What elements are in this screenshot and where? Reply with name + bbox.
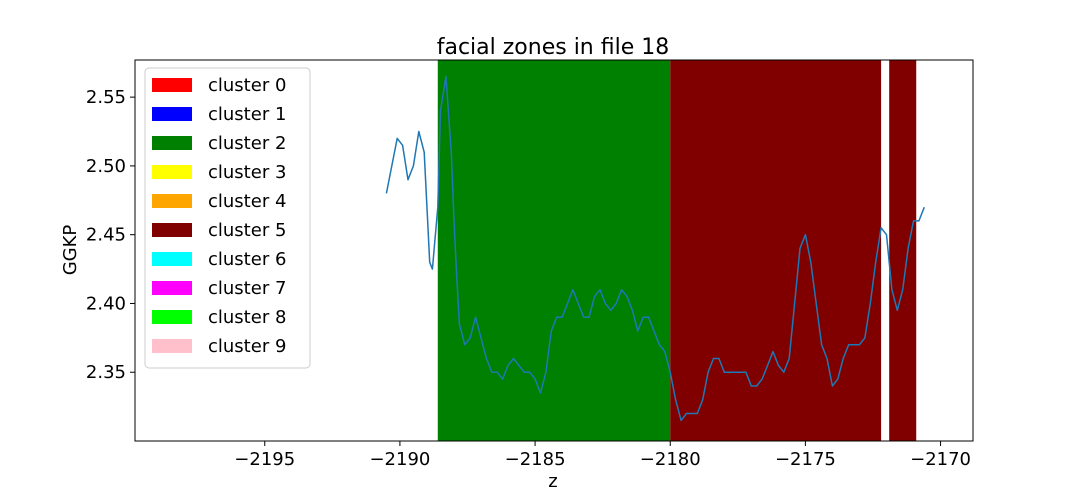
y-axis-label: GGKP — [60, 225, 81, 276]
legend-swatch-2 — [152, 136, 192, 150]
x-tick-label: −2175 — [775, 449, 836, 470]
y-tick-label: 2.45 — [86, 225, 126, 246]
legend-label-9: cluster 9 — [208, 336, 286, 357]
legend-swatch-6 — [152, 252, 192, 266]
legend-swatch-4 — [152, 194, 192, 208]
y-tick-label: 2.40 — [86, 293, 126, 314]
legend-swatch-5 — [152, 223, 192, 237]
legend-label-1: cluster 1 — [208, 104, 286, 125]
legend-label-3: cluster 3 — [208, 162, 286, 183]
legend-swatch-1 — [152, 107, 192, 121]
legend-label-7: cluster 7 — [208, 278, 286, 299]
legend-label-6: cluster 6 — [208, 249, 286, 270]
plot-frame — [134, 59, 974, 442]
x-tick-label: −2180 — [640, 449, 701, 470]
x-tick-label: −2190 — [369, 449, 430, 470]
zone-cluster-5-2 — [889, 60, 917, 441]
legend-swatch-3 — [152, 165, 192, 179]
zone-layer — [437, 60, 917, 441]
series-line-0 — [385, 75, 925, 422]
line-layer — [385, 75, 925, 422]
y-tick-label: 2.55 — [86, 87, 126, 108]
x-tick-label: −2170 — [910, 449, 971, 470]
legend-swatch-0 — [152, 78, 192, 92]
chart-title: facial zones in file 18 — [437, 35, 670, 60]
y-axis: 2.35 2.40 2.45 2.50 2.55 — [86, 87, 135, 383]
zone-cluster-2-0 — [437, 60, 671, 441]
legend-label-8: cluster 8 — [208, 307, 286, 328]
legend-label-5: cluster 5 — [208, 220, 286, 241]
x-tick-label: −2185 — [505, 449, 566, 470]
x-tick-label: −2195 — [234, 449, 295, 470]
legend-label-2: cluster 2 — [208, 133, 286, 154]
y-tick-label: 2.50 — [86, 156, 126, 177]
legend-swatch-9 — [152, 339, 192, 353]
legend-label-4: cluster 4 — [208, 191, 286, 212]
x-axis: −2195 −2190 −2185 −2180 −2175 −2170 — [234, 441, 971, 470]
legend-label-0: cluster 0 — [208, 75, 286, 96]
x-axis-label: z — [548, 471, 557, 492]
zone-cluster-5-1 — [670, 60, 882, 441]
legend-swatch-7 — [152, 281, 192, 295]
y-tick-label: 2.35 — [86, 362, 126, 383]
legend-swatch-8 — [152, 310, 192, 324]
legend: cluster 0 cluster 1 cluster 2 cluster 3 clus… — [144, 67, 311, 369]
